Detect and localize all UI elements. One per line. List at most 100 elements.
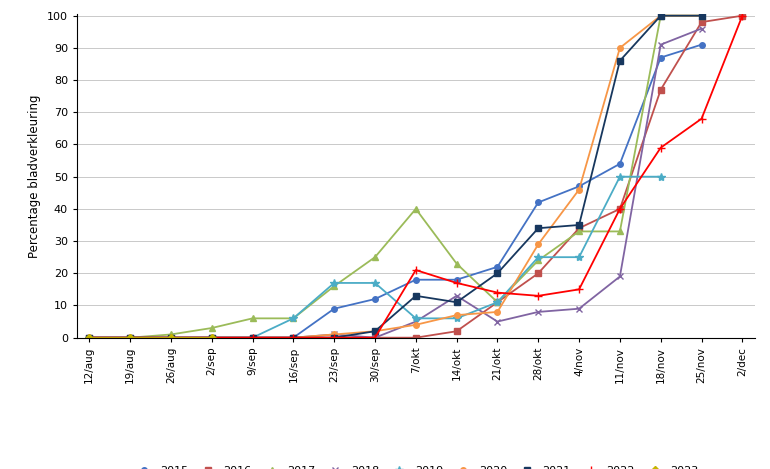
2021: [85, 335, 94, 340]
2017: [289, 316, 298, 321]
2015: [697, 42, 706, 47]
2022: [493, 290, 502, 295]
2018: [370, 335, 380, 340]
2021: [697, 13, 706, 18]
2016: [166, 335, 176, 340]
2021: [370, 328, 380, 334]
2016: [330, 335, 339, 340]
2016: [126, 335, 135, 340]
2017: [370, 254, 380, 260]
2021: [452, 299, 461, 305]
2020: [452, 312, 461, 318]
2022: [411, 267, 420, 273]
2018: [697, 26, 706, 31]
2018: [452, 293, 461, 299]
2020: [85, 335, 94, 340]
2020: [493, 309, 502, 315]
2022: [615, 206, 624, 212]
2018: [493, 319, 502, 325]
2017: [248, 316, 257, 321]
2017: [452, 261, 461, 266]
2022: [574, 287, 584, 292]
2020: [166, 335, 176, 340]
2015: [493, 264, 502, 270]
2017: [166, 332, 176, 337]
2021: [574, 222, 584, 228]
Line: 2021: 2021: [86, 13, 705, 340]
2017: [85, 335, 94, 340]
2015: [615, 161, 624, 166]
Line: 2019: 2019: [85, 173, 665, 342]
2016: [370, 335, 380, 340]
2019: [370, 280, 380, 286]
2017: [493, 299, 502, 305]
2020: [411, 322, 420, 328]
2018: [534, 309, 543, 315]
Line: 2022: 2022: [85, 12, 747, 342]
2018: [248, 335, 257, 340]
2016: [534, 271, 543, 276]
2020: [207, 335, 216, 340]
2015: [574, 183, 584, 189]
2016: [207, 335, 216, 340]
2015: [85, 335, 94, 340]
2015: [289, 335, 298, 340]
2015: [534, 200, 543, 205]
2019: [411, 316, 420, 321]
2017: [656, 13, 665, 18]
2020: [574, 187, 584, 192]
2022: [370, 335, 380, 340]
2015: [452, 277, 461, 282]
2021: [166, 335, 176, 340]
2019: [85, 335, 94, 340]
2021: [493, 271, 502, 276]
2020: [330, 332, 339, 337]
2022: [452, 280, 461, 286]
Y-axis label: Percentage bladverkleuring: Percentage bladverkleuring: [28, 94, 42, 257]
2017: [574, 228, 584, 234]
2017: [207, 325, 216, 331]
2015: [126, 335, 135, 340]
2021: [411, 293, 420, 299]
2020: [370, 328, 380, 334]
2021: [330, 335, 339, 340]
2018: [289, 335, 298, 340]
2019: [534, 254, 543, 260]
2022: [534, 293, 543, 299]
2018: [166, 335, 176, 340]
2021: [289, 335, 298, 340]
2022: [738, 13, 747, 18]
Line: 2016: 2016: [86, 13, 745, 340]
2018: [574, 306, 584, 311]
2017: [615, 228, 624, 234]
2015: [411, 277, 420, 282]
2015: [207, 335, 216, 340]
2018: [411, 319, 420, 325]
2023: [207, 335, 216, 340]
2022: [289, 335, 298, 340]
2019: [207, 335, 216, 340]
2019: [493, 299, 502, 305]
2023: [85, 335, 94, 340]
2016: [656, 87, 665, 92]
2022: [207, 335, 216, 340]
2017: [411, 206, 420, 212]
2017: [697, 13, 706, 18]
2015: [330, 306, 339, 311]
Line: 2020: 2020: [86, 13, 705, 340]
2021: [207, 335, 216, 340]
2020: [656, 13, 665, 18]
2019: [166, 335, 176, 340]
2020: [126, 335, 135, 340]
2023: [166, 335, 176, 340]
Line: 2023: 2023: [86, 335, 215, 340]
2019: [656, 174, 665, 180]
2019: [615, 174, 624, 180]
2022: [166, 335, 176, 340]
2019: [248, 335, 257, 340]
Line: 2018: 2018: [85, 25, 705, 341]
2017: [534, 257, 543, 263]
2016: [452, 328, 461, 334]
2020: [289, 335, 298, 340]
2018: [85, 335, 94, 340]
